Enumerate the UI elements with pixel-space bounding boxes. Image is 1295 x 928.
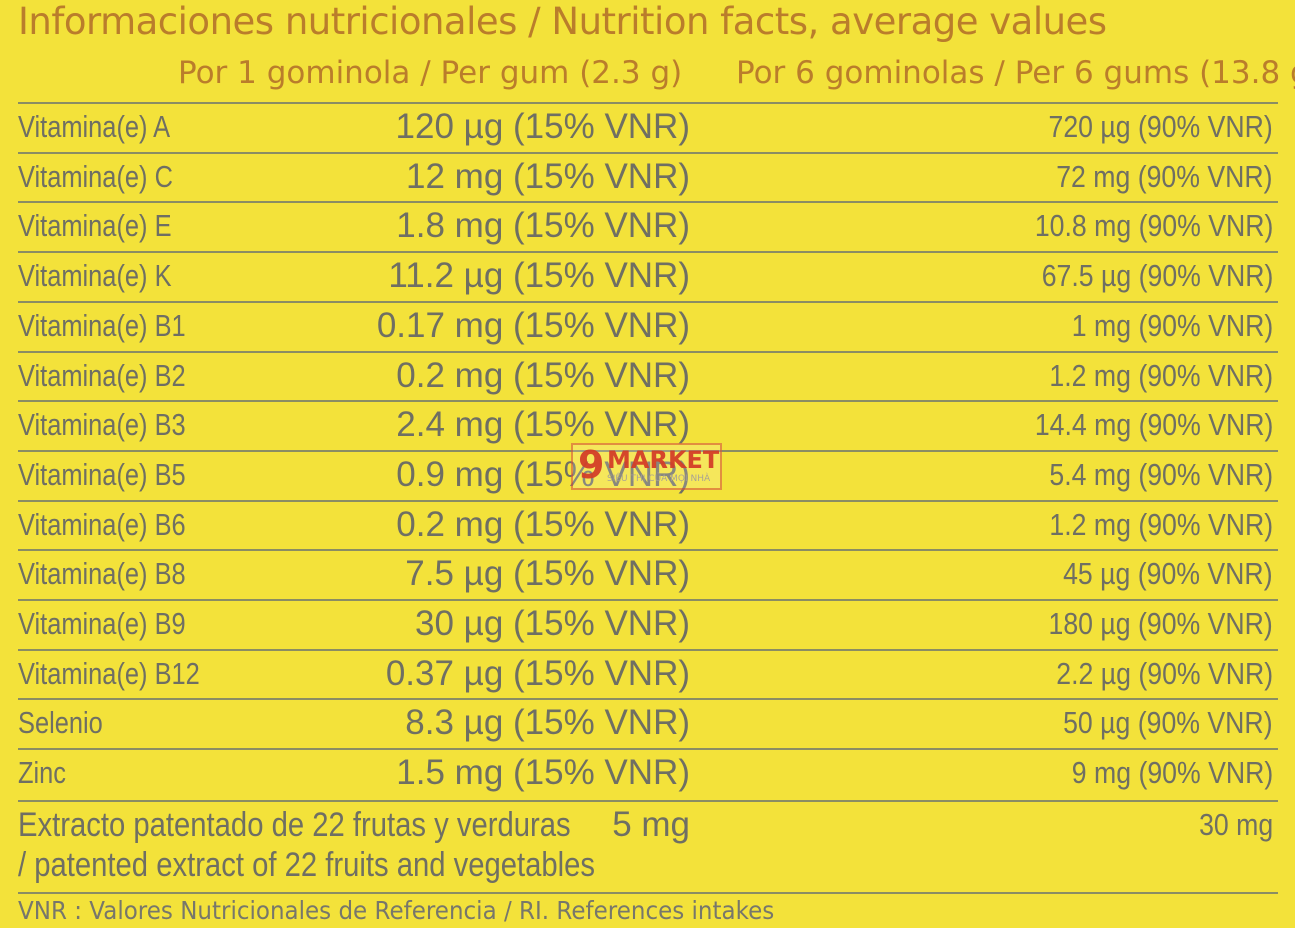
table-row: Vitamina(e) C 12 mg (15% VNR) 72 mg (90% V… xyxy=(18,151,1278,201)
nutrient-name: Vitamina(e) K xyxy=(18,258,172,294)
table-row: Vitamina(e) K 11.2 µg (15% VNR) 67.5 µg (9… xyxy=(18,251,1278,300)
watermark-brand: MARKET xyxy=(607,446,720,474)
per-gum-value: 2.4 mg (15% VNR) xyxy=(396,405,690,445)
per-gum-value: 8.3 µg (15% VNR) xyxy=(405,703,690,743)
per-gum-value: 0.9 mg (15% VNR) xyxy=(396,454,690,494)
per-6-gums-value: 50 µg (90% VNR) xyxy=(1063,705,1273,741)
per-6-gums-value: 14.4 mg (90% VNR) xyxy=(1034,407,1273,443)
extract-per-gum-value: 5 mg xyxy=(612,805,690,844)
watermark-logo: 9 MARKET SIÊU THỊ CỦA MỌI NHÀ xyxy=(571,443,722,490)
per-gum-value: 7.5 µg (15% VNR) xyxy=(405,554,690,594)
per-6-gums-value: 720 µg (90% VNR) xyxy=(1048,109,1273,144)
column-header-per-6-gums: Por 6 gominolas / Per 6 gums (13.8 g) xyxy=(736,55,1295,91)
nutrient-name: Vitamina(e) B5 xyxy=(18,456,186,492)
per-6-gums-value: 180 µg (90% VNR) xyxy=(1048,606,1273,641)
per-gum-value: 1.5 mg (15% VNR) xyxy=(396,753,690,793)
per-6-gums-value: 9 mg (90% VNR) xyxy=(1071,755,1273,791)
extract-subname: / patented extract of 22 fruits and vege… xyxy=(18,846,596,884)
table-row: Vitamina(e) B8 7.5 µg (15% VNR) 45 µg (90%… xyxy=(18,549,1278,598)
watermark-tagline: SIÊU THỊ CỦA MỌI NHÀ xyxy=(607,474,711,484)
nutrient-name: Vitamina(e) A xyxy=(18,109,171,144)
per-6-gums-value: 45 µg (90% VNR) xyxy=(1063,556,1273,592)
nutrient-name: Vitamina(e) B12 xyxy=(18,655,200,691)
per-gum-value: 120 µg (15% VNR) xyxy=(395,107,690,146)
table-row: Vitamina(e) E 1.8 mg (15% VNR) 10.8 mg (90… xyxy=(18,201,1278,250)
watermark-number: 9 xyxy=(578,443,605,487)
table-row: Vitamina(e) B2 0.2 mg (15% VNR) 1.2 mg (90… xyxy=(18,350,1278,400)
extract-row: Extracto patentado de 22 frutas y verdur… xyxy=(18,800,1278,892)
nutrient-name: Selenio xyxy=(18,705,103,741)
extract-per-6-gums-value: 30 mg xyxy=(1198,807,1273,842)
per-6-gums-value: 1.2 mg (90% VNR) xyxy=(1049,506,1273,542)
per-6-gums-value: 2.2 µg (90% VNR) xyxy=(1056,655,1273,691)
table-row: Vitamina(e) B5 0.9 mg (15% VNR) 5.4 mg (90… xyxy=(18,449,1278,499)
nutrient-name: Vitamina(e) B3 xyxy=(18,407,186,443)
table-row: Vitamina(e) B3 2.4 mg (15% VNR) 14.4 mg (9… xyxy=(18,400,1278,449)
per-gum-value: 11.2 µg (15% VNR) xyxy=(388,256,690,296)
per-6-gums-value: 10.8 mg (90% VNR) xyxy=(1034,208,1273,244)
per-6-gums-value: 5.4 mg (90% VNR) xyxy=(1049,456,1273,492)
per-gum-value: 0.2 mg (15% VNR) xyxy=(396,355,690,395)
table-row: Selenio 8.3 µg (15% VNR) 50 µg (90% VNR) xyxy=(18,698,1278,747)
nutrient-name: Vitamina(e) E xyxy=(18,208,172,244)
per-6-gums-value: 72 mg (90% VNR) xyxy=(1056,158,1273,194)
per-6-gums-value: 1 mg (90% VNR) xyxy=(1071,307,1273,343)
nutrient-name: Vitamina(e) B1 xyxy=(18,307,186,343)
table-row: Zinc 1.5 mg (15% VNR) 9 mg (90% VNR) xyxy=(18,748,1278,797)
footnote: VNR : Valores Nutricionales de Referenci… xyxy=(18,896,775,925)
nutrient-name: Zinc xyxy=(18,755,67,791)
table-row: Vitamina(e) B9 30 µg (15% VNR) 180 µg (90%… xyxy=(18,599,1278,648)
table-row: Vitamina(e) B12 0.37 µg (15% VNR) 2.2 µg (… xyxy=(18,648,1278,698)
nutrient-name: Vitamina(e) B9 xyxy=(18,606,186,641)
per-6-gums-value: 67.5 µg (90% VNR) xyxy=(1041,258,1273,294)
page-title: Informaciones nutricionales / Nutrition … xyxy=(18,0,1107,43)
nutrient-name: Vitamina(e) B2 xyxy=(18,357,186,393)
nutrient-name: Vitamina(e) B8 xyxy=(18,556,186,592)
per-gum-value: 1.8 mg (15% VNR) xyxy=(396,206,690,246)
per-gum-value: 0.37 µg (15% VNR) xyxy=(385,653,690,693)
extract-name: Extracto patentado de 22 frutas y verdur… xyxy=(18,806,571,844)
divider xyxy=(18,892,1278,894)
per-gum-value: 0.2 mg (15% VNR) xyxy=(396,504,690,544)
per-gum-value: 0.17 mg (15% VNR) xyxy=(376,305,690,345)
per-gum-value: 30 µg (15% VNR) xyxy=(415,604,690,643)
table-row: Vitamina(e) B6 0.2 mg (15% VNR) 1.2 mg (90… xyxy=(18,499,1278,549)
table-row: Vitamina(e) B1 0.17 mg (15% VNR) 1 mg (90%… xyxy=(18,300,1278,350)
nutrient-name: Vitamina(e) C xyxy=(18,158,173,194)
per-gum-value: 12 mg (15% VNR) xyxy=(406,156,690,196)
nutrient-name: Vitamina(e) B6 xyxy=(18,506,186,542)
column-header-per-gum: Por 1 gominola / Per gum (2.3 g) xyxy=(178,55,683,91)
table-row: Vitamina(e) A 120 µg (15% VNR) 720 µg (90%… xyxy=(18,102,1278,151)
per-6-gums-value: 1.2 mg (90% VNR) xyxy=(1049,357,1273,393)
